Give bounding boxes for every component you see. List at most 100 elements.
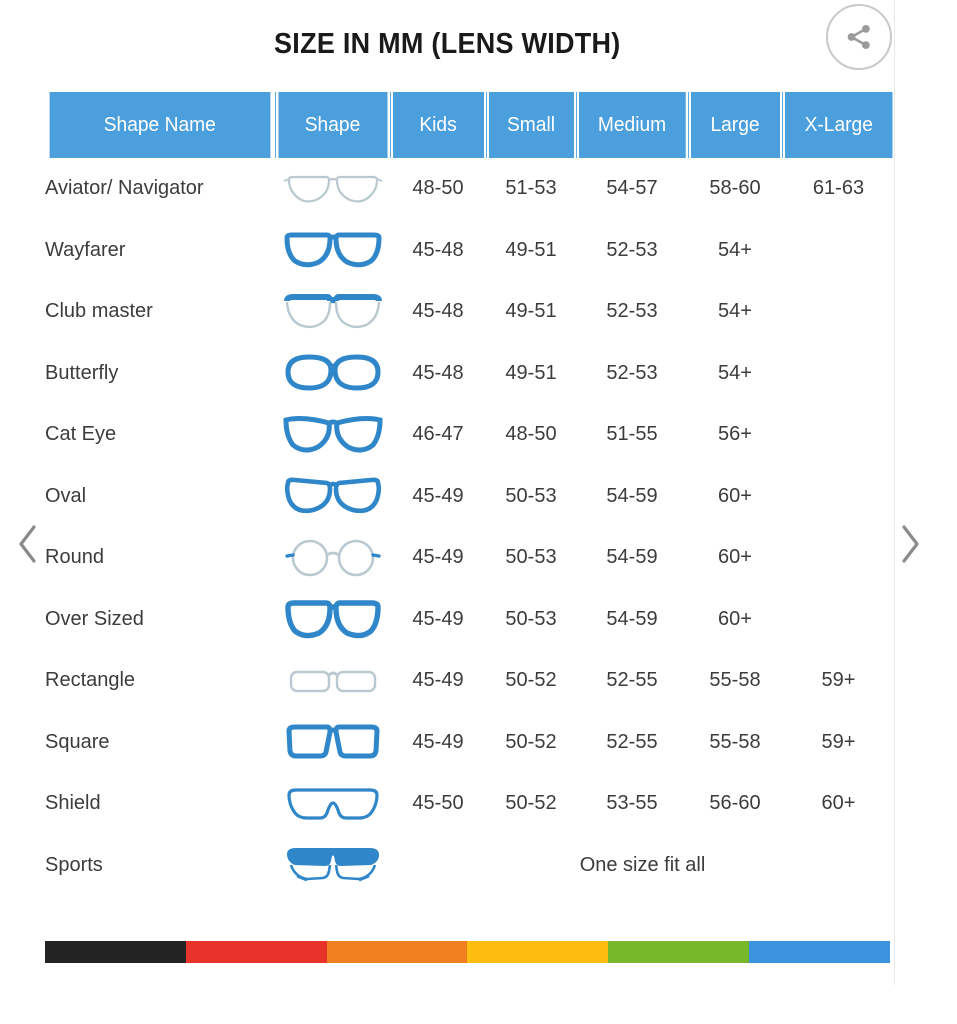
chevron-left-icon: [15, 522, 41, 566]
butterfly-glasses-icon: [283, 354, 383, 391]
kids-size-cell: 45-49: [412, 607, 464, 630]
table-row: Cat Eye 46-47 48-50 51-55 56+: [45, 404, 895, 466]
xlarge-size-cell: 59+: [821, 730, 856, 753]
shape-icon-cell: [275, 220, 390, 282]
shape-name-cell: Rectangle: [45, 669, 136, 692]
page-title: SIZE IN MM (LENS WIDTH): [274, 27, 621, 60]
large-size-cell: 54+: [718, 361, 752, 384]
large-size-cell: 54+: [718, 300, 752, 323]
cateye-glasses-icon: [282, 415, 383, 453]
size-chart-table: Shape Name Shape Kids Small Medium Large…: [45, 92, 895, 896]
oversized-glasses-icon: [283, 600, 383, 639]
medium-size-cell: 54-59: [606, 607, 658, 630]
table-row: Club master 45-48 49-51 52-53 54+: [45, 281, 895, 343]
carousel-prev-button[interactable]: [6, 516, 50, 572]
kids-size-cell: 45-49: [412, 669, 464, 692]
shape-name-cell: Round: [45, 546, 104, 569]
shape-icon-cell: [275, 650, 390, 712]
shape-name-cell: Shield: [45, 792, 101, 815]
table-header-row: Shape Name Shape Kids Small Medium Large…: [45, 92, 895, 158]
title-bar: SIZE IN MM (LENS WIDTH): [0, 0, 895, 88]
medium-size-cell: 52-53: [606, 300, 658, 323]
xlarge-size-cell: [782, 527, 895, 589]
table-row: Shield 45-50 50-52 53-55 56-60 60+: [45, 773, 895, 835]
color-bar-segment-blue: [749, 941, 890, 963]
shape-icon-cell: [275, 343, 390, 405]
xlarge-size-cell: 59+: [821, 669, 856, 692]
shape-icon-cell: [275, 712, 390, 774]
rectangle-glasses-icon: [283, 669, 383, 692]
column-header-xlarge[interactable]: X-Large: [784, 92, 893, 158]
column-header-small[interactable]: Small: [487, 92, 575, 158]
clubmaster-glasses-icon: [283, 293, 383, 328]
small-size-cell: 48-50: [505, 423, 557, 446]
large-size-cell: 56+: [718, 423, 752, 446]
shape-icon-cell: [275, 773, 390, 835]
kids-size-cell: 45-49: [412, 730, 464, 753]
medium-size-cell: 54-57: [606, 177, 658, 200]
size-chart-card: SIZE IN MM (LENS WIDTH) Shape Name Shape…: [0, 0, 895, 985]
shape-icon-cell: [275, 589, 390, 651]
table-row: Butterfly 45-48 49-51 52-53 54+: [45, 343, 895, 405]
column-header-shape-name[interactable]: Shape Name: [49, 92, 271, 158]
medium-size-cell: 52-53: [606, 361, 658, 384]
medium-size-cell: 53-55: [606, 792, 658, 815]
xlarge-size-cell: 61-63: [812, 177, 865, 200]
kids-size-cell: 45-49: [412, 484, 464, 507]
shape-icon-cell: [275, 527, 390, 589]
small-size-cell: 50-52: [505, 730, 557, 753]
carousel-next-button[interactable]: [888, 516, 932, 572]
color-bar-segment-black: [45, 941, 186, 963]
xlarge-size-cell: [782, 589, 895, 651]
shape-name-cell: Aviator/ Navigator: [45, 177, 204, 200]
xlarge-size-cell: [782, 281, 895, 343]
column-header-large[interactable]: Large: [689, 92, 781, 158]
table-body: Aviator/ Navigator 48-50 51-53 54-57 58-60 61…: [45, 158, 895, 896]
share-button[interactable]: [826, 4, 892, 70]
chevron-right-icon: [897, 522, 923, 566]
shape-icon-cell: [275, 466, 390, 528]
small-size-cell: 49-51: [505, 300, 557, 323]
wayfarer-glasses-icon: [283, 232, 383, 268]
medium-size-cell: 52-53: [606, 238, 658, 261]
xlarge-size-cell: [782, 404, 895, 466]
medium-size-cell: 54-59: [606, 546, 658, 569]
small-size-cell: 50-52: [505, 792, 557, 815]
shape-name-cell: Butterfly: [45, 361, 119, 384]
shape-name-cell: Wayfarer: [45, 238, 126, 261]
shape-icon-cell: [275, 404, 390, 466]
kids-size-cell: 45-48: [412, 300, 464, 323]
shape-name-cell: Square: [45, 730, 110, 753]
aviator-glasses-icon: [283, 175, 383, 203]
color-bar-segment-red: [185, 941, 327, 963]
column-header-shape[interactable]: Shape: [277, 92, 389, 158]
medium-size-cell: 51-55: [606, 423, 658, 446]
kids-size-cell: 45-49: [412, 546, 464, 569]
shape-name-cell: Oval: [45, 484, 87, 507]
large-size-cell: 54+: [718, 238, 752, 261]
small-size-cell: 49-51: [505, 238, 557, 261]
xlarge-size-cell: [782, 466, 895, 528]
shape-icon-cell: [275, 281, 390, 343]
small-size-cell: 51-53: [505, 177, 557, 200]
shape-icon-cell: [275, 158, 390, 220]
kids-size-cell: 46-47: [412, 423, 464, 446]
kids-size-cell: 48-50: [412, 177, 464, 200]
column-header-medium[interactable]: Medium: [578, 92, 687, 158]
table-row: Oval 45-49 50-53 54-59 60+: [45, 466, 895, 528]
medium-size-cell: 54-59: [606, 484, 658, 507]
large-size-cell: 58-60: [709, 177, 761, 200]
medium-size-cell: 52-55: [606, 669, 658, 692]
table-header: Shape Name Shape Kids Small Medium Large…: [45, 92, 895, 158]
column-header-kids[interactable]: Kids: [391, 92, 485, 158]
shape-name-cell: Over Sized: [45, 607, 144, 630]
table-row: Wayfarer 45-48 49-51 52-53 54+: [45, 220, 895, 282]
table-row: Rectangle 45-49 50-52 52-55 55-58 59+: [45, 650, 895, 712]
table-row: Aviator/ Navigator 48-50 51-53 54-57 58-60 61…: [45, 158, 895, 220]
kids-size-cell: 45-48: [412, 238, 464, 261]
small-size-cell: 50-52: [505, 669, 557, 692]
large-size-cell: 60+: [718, 484, 752, 507]
color-bar: [45, 941, 890, 963]
shape-icon-cell: [275, 835, 390, 897]
large-size-cell: 60+: [718, 546, 752, 569]
